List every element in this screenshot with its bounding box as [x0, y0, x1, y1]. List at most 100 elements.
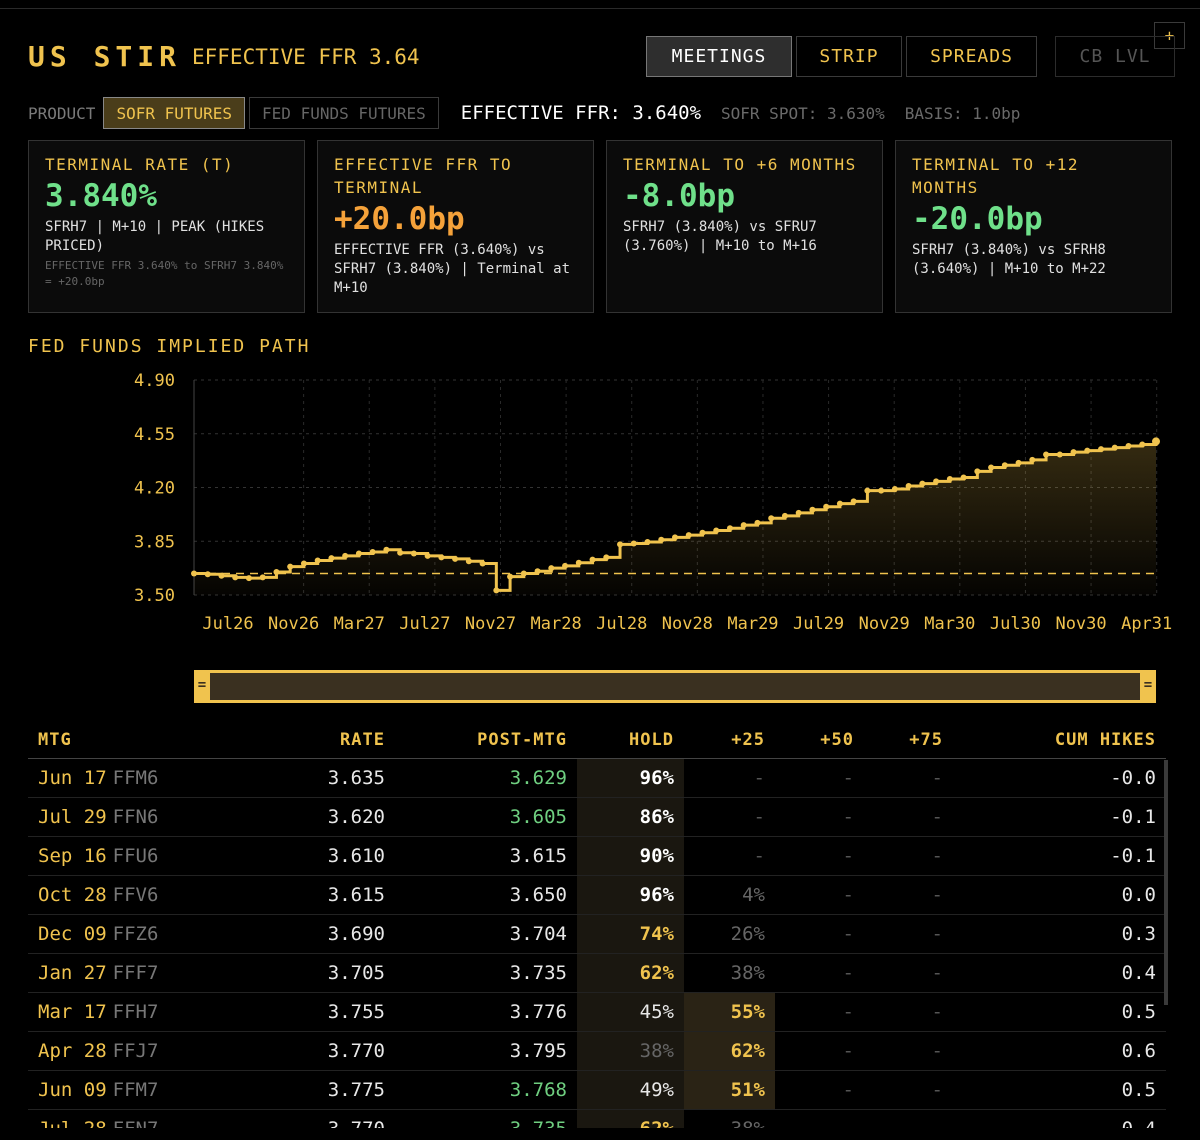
data-point[interactable]	[685, 532, 692, 539]
data-point[interactable]	[864, 487, 871, 494]
data-point[interactable]	[328, 555, 335, 562]
data-point[interactable]	[314, 557, 321, 564]
data-point[interactable]	[1152, 437, 1160, 446]
tab-cb-lvl[interactable]: CB LVL	[1055, 36, 1175, 77]
data-point[interactable]	[342, 552, 349, 559]
data-point[interactable]	[974, 468, 981, 475]
data-point[interactable]	[726, 525, 733, 532]
data-point[interactable]	[1015, 459, 1022, 466]
add-panel-button[interactable]: +	[1154, 22, 1185, 49]
table-row[interactable]: Dec 09 FFZ6 3.690 3.704 74% 26% - -0.3	[28, 914, 1166, 954]
data-point[interactable]	[1098, 446, 1105, 453]
data-point[interactable]	[1029, 456, 1036, 463]
data-point[interactable]	[740, 522, 747, 529]
data-point[interactable]	[218, 572, 225, 579]
table-row[interactable]: Jun 09 FFM7 3.775 3.768 49% 51% - -0.5	[28, 1070, 1166, 1110]
col-hold[interactable]: HOLD	[577, 723, 684, 759]
data-point[interactable]	[617, 541, 624, 548]
data-point[interactable]	[768, 515, 775, 522]
table-row[interactable]: Jan 27 FFF7 3.705 3.735 62% 38% - -0.4	[28, 953, 1166, 993]
data-point[interactable]	[520, 570, 527, 577]
data-point[interactable]	[287, 563, 294, 570]
data-point[interactable]	[630, 540, 637, 547]
data-point[interactable]	[1043, 451, 1050, 458]
tab-strip[interactable]: STRIP	[796, 36, 902, 77]
data-point[interactable]	[259, 574, 266, 581]
data-point[interactable]	[355, 550, 362, 557]
tab-meetings[interactable]: MEETINGS	[646, 36, 792, 77]
data-point[interactable]	[452, 555, 459, 562]
data-point[interactable]	[905, 482, 912, 489]
data-point[interactable]	[699, 529, 706, 536]
data-point[interactable]	[644, 539, 651, 546]
data-point[interactable]	[369, 549, 376, 555]
range-end-handle[interactable]: =	[1140, 670, 1156, 703]
data-point[interactable]	[534, 568, 541, 575]
table-row[interactable]: Jun 17 FFM6 3.635 3.629 96% - - - -0.0	[28, 758, 1166, 798]
table-row[interactable]: Oct 28 FFV6 3.615 3.650 96% 4% - -0.0	[28, 875, 1166, 915]
col-plus25[interactable]: +25	[684, 723, 775, 759]
data-point[interactable]	[946, 476, 953, 483]
data-point[interactable]	[603, 554, 610, 561]
data-point[interactable]	[836, 500, 843, 507]
table-row[interactable]: Sep 16 FFU6 3.610 3.615 90% - - - -0.1	[28, 836, 1166, 876]
data-point[interactable]	[300, 560, 307, 567]
data-point[interactable]	[713, 527, 720, 534]
data-point[interactable]	[823, 503, 830, 510]
data-point[interactable]	[589, 556, 596, 563]
data-point[interactable]	[204, 571, 211, 578]
data-point[interactable]	[424, 552, 431, 559]
data-point[interactable]	[919, 480, 926, 487]
col-rate[interactable]: RATE	[228, 723, 395, 759]
data-point[interactable]	[493, 587, 500, 594]
data-point[interactable]	[1125, 443, 1132, 450]
chart-range-slider[interactable]: = =	[194, 670, 1156, 703]
data-point[interactable]	[191, 570, 197, 577]
table-row[interactable]: Apr 28 FFJ7 3.770 3.795 38% 62% - -0.6	[28, 1031, 1166, 1071]
data-point[interactable]	[507, 573, 514, 580]
data-point[interactable]	[878, 487, 885, 494]
col-cum-hikes[interactable]: CUM HIKES	[953, 723, 1166, 759]
col-plus75[interactable]: +75	[864, 723, 953, 759]
table-row[interactable]: Mar 17 FFH7 3.755 3.776 45% 55% - -0.5	[28, 992, 1166, 1032]
col-mtg[interactable]: MTG	[28, 723, 228, 759]
data-point[interactable]	[960, 474, 967, 481]
data-point[interactable]	[397, 549, 404, 556]
table-row[interactable]: Jul 29 FFN6 3.620 3.605 86% - - - -0.1	[28, 797, 1166, 837]
data-point[interactable]	[438, 554, 445, 561]
data-point[interactable]	[410, 550, 417, 557]
data-point[interactable]	[672, 534, 678, 541]
data-point[interactable]	[891, 486, 898, 493]
data-point[interactable]	[781, 512, 788, 519]
product-sofr-futures-button[interactable]: SOFR FUTURES	[103, 97, 246, 129]
data-point[interactable]	[479, 560, 486, 567]
data-point[interactable]	[245, 575, 252, 582]
data-point[interactable]	[465, 558, 472, 565]
col-post-mtg[interactable]: POST-MTG	[395, 723, 577, 759]
table-scrollbar[interactable]	[1164, 760, 1168, 1005]
data-point[interactable]	[1111, 444, 1118, 451]
data-point[interactable]	[232, 574, 239, 581]
col-plus50[interactable]: +50	[775, 723, 864, 759]
data-point[interactable]	[548, 565, 555, 572]
data-point[interactable]	[1001, 462, 1008, 469]
data-point[interactable]	[809, 506, 816, 513]
data-point[interactable]	[383, 546, 390, 553]
data-point[interactable]	[988, 464, 995, 471]
data-point[interactable]	[575, 559, 582, 566]
data-point[interactable]	[1056, 451, 1063, 458]
product-fed-funds-futures-button[interactable]: FED FUNDS FUTURES	[249, 97, 439, 129]
data-point[interactable]	[795, 509, 802, 516]
data-point[interactable]	[658, 536, 665, 543]
data-point[interactable]	[933, 478, 940, 485]
tab-spreads[interactable]: SPREADS	[906, 36, 1037, 77]
range-start-handle[interactable]: =	[194, 670, 210, 703]
data-point[interactable]	[1139, 441, 1146, 448]
data-point[interactable]	[1070, 449, 1077, 456]
data-point[interactable]	[562, 562, 569, 569]
data-point[interactable]	[273, 568, 280, 575]
data-point[interactable]	[850, 498, 857, 505]
data-point[interactable]	[1084, 447, 1091, 454]
data-point[interactable]	[754, 519, 761, 526]
